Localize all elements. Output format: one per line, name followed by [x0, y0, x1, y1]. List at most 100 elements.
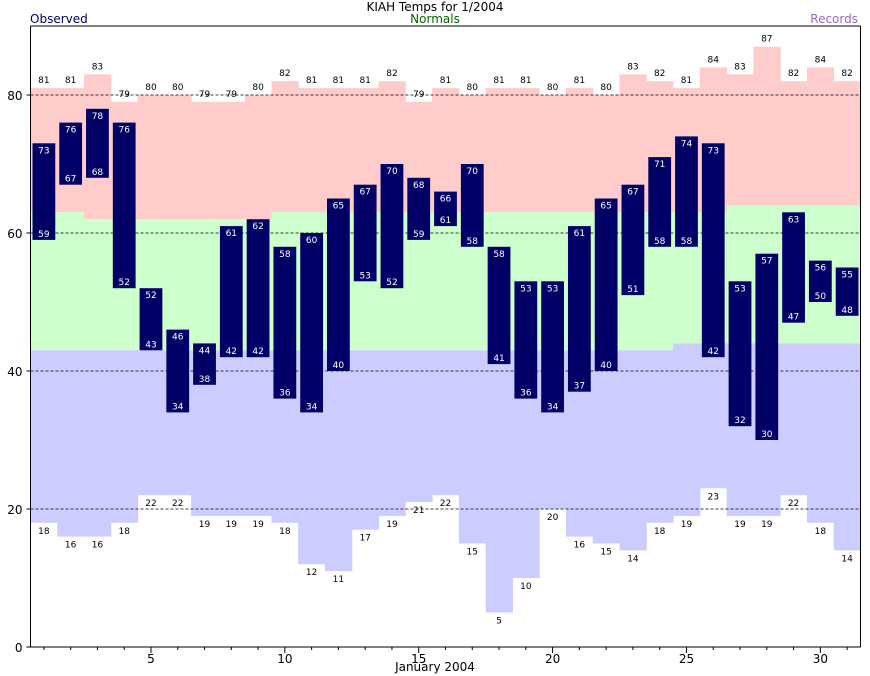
observed-bar: [86, 108, 109, 178]
record-low-band: [405, 350, 433, 503]
observed-high-label: 61: [226, 229, 237, 239]
observed-high-label: 44: [199, 346, 211, 356]
x-tick-label: 10: [277, 652, 292, 666]
x-axis-label: January 2004: [395, 660, 475, 674]
record-high-label: 81: [520, 76, 531, 86]
observed-high-label: 70: [467, 167, 479, 177]
record-low-band: [57, 350, 85, 537]
observed-high-label: 73: [708, 146, 719, 156]
record-high-label: 81: [333, 76, 344, 86]
record-high-band: [539, 95, 567, 213]
record-high-label: 79: [413, 90, 425, 100]
observed-bar: [193, 343, 216, 385]
observed-low-label: 53: [359, 271, 370, 281]
observed-high-label: 68: [413, 181, 425, 191]
record-high-band: [217, 101, 246, 220]
record-low-label: 22: [172, 499, 183, 509]
record-high-label: 81: [65, 76, 76, 86]
record-high-label: 82: [788, 69, 799, 79]
record-high-band: [244, 95, 272, 220]
observed-bar: [112, 122, 136, 289]
observed-bar: [32, 143, 56, 240]
record-low-band: [806, 343, 835, 523]
record-high-label: 79: [199, 90, 211, 100]
observed-high-label: 61: [574, 229, 585, 239]
observed-low-label: 40: [600, 361, 612, 371]
record-high-label: 84: [708, 55, 720, 65]
record-low-band: [217, 350, 246, 516]
observed-bar: [782, 212, 805, 323]
record-low-band: [646, 350, 674, 523]
observed-high-label: 66: [440, 195, 452, 205]
record-low-label: 10: [520, 582, 532, 592]
record-low-label: 19: [252, 520, 264, 530]
observed-high-label: 76: [118, 126, 130, 136]
record-low-label: 16: [65, 541, 77, 551]
observed-high-label: 60: [306, 236, 318, 246]
record-high-band: [512, 88, 540, 213]
record-low-label: 19: [226, 520, 238, 530]
observed-low-label: 34: [172, 402, 184, 412]
observed-bar: [728, 281, 752, 427]
normal-band: [191, 219, 219, 351]
legend-records: Records: [810, 12, 858, 26]
observed-low-label: 42: [708, 347, 719, 357]
observed-bar: [327, 198, 350, 371]
record-low-label: 23: [708, 492, 719, 502]
record-low-label: 18: [118, 527, 130, 537]
observed-high-label: 56: [815, 264, 827, 274]
observed-bar: [407, 177, 431, 240]
record-high-label: 82: [841, 69, 852, 79]
observed-bar: [380, 164, 404, 289]
record-high-label: 83: [627, 62, 638, 72]
record-low-band: [485, 350, 513, 613]
record-low-label: 18: [654, 527, 666, 537]
observed-high-label: 70: [386, 167, 398, 177]
record-high-band: [726, 74, 754, 206]
observed-high-label: 67: [359, 188, 370, 198]
record-high-band: [485, 88, 513, 213]
record-high-band: [806, 67, 835, 206]
record-low-label: 5: [496, 617, 502, 627]
observed-high-label: 53: [520, 284, 531, 294]
normal-band: [164, 219, 192, 351]
record-low-label: 18: [815, 527, 827, 537]
observed-bar: [300, 233, 324, 413]
record-low-band: [351, 350, 380, 530]
normal-band: [57, 212, 85, 351]
observed-low-label: 42: [252, 347, 263, 357]
observed-bar: [487, 246, 511, 365]
record-low-label: 22: [788, 499, 799, 509]
y-tick-label: 60: [7, 227, 22, 241]
record-low-band: [458, 350, 487, 544]
record-high-label: 81: [38, 76, 49, 86]
record-high-label: 82: [279, 69, 290, 79]
record-high-label: 81: [359, 76, 370, 86]
record-low-label: 20: [547, 513, 559, 523]
record-high-band: [271, 81, 299, 213]
record-low-band: [592, 350, 621, 544]
record-low-label: 14: [627, 554, 639, 564]
observed-high-label: 53: [734, 284, 745, 294]
observed-low-label: 67: [65, 175, 76, 185]
record-high-label: 82: [386, 69, 397, 79]
record-low-band: [780, 343, 808, 496]
record-high-band: [164, 95, 192, 220]
observed-low-label: 61: [440, 216, 451, 226]
record-high-label: 80: [467, 83, 479, 93]
record-low-band: [833, 343, 861, 551]
record-low-band: [378, 350, 406, 516]
record-high-band: [780, 81, 808, 206]
record-high-band: [565, 88, 594, 213]
observed-high-label: 78: [92, 112, 104, 122]
record-high-label: 87: [761, 35, 772, 45]
record-low-label: 11: [333, 575, 344, 585]
record-low-band: [699, 343, 728, 489]
observed-high-label: 53: [547, 284, 558, 294]
observed-bar: [675, 136, 698, 247]
observed-low-label: 32: [734, 416, 745, 426]
record-low-label: 22: [145, 499, 156, 509]
observed-low-label: 36: [279, 389, 291, 399]
record-low-label: 14: [841, 554, 853, 564]
